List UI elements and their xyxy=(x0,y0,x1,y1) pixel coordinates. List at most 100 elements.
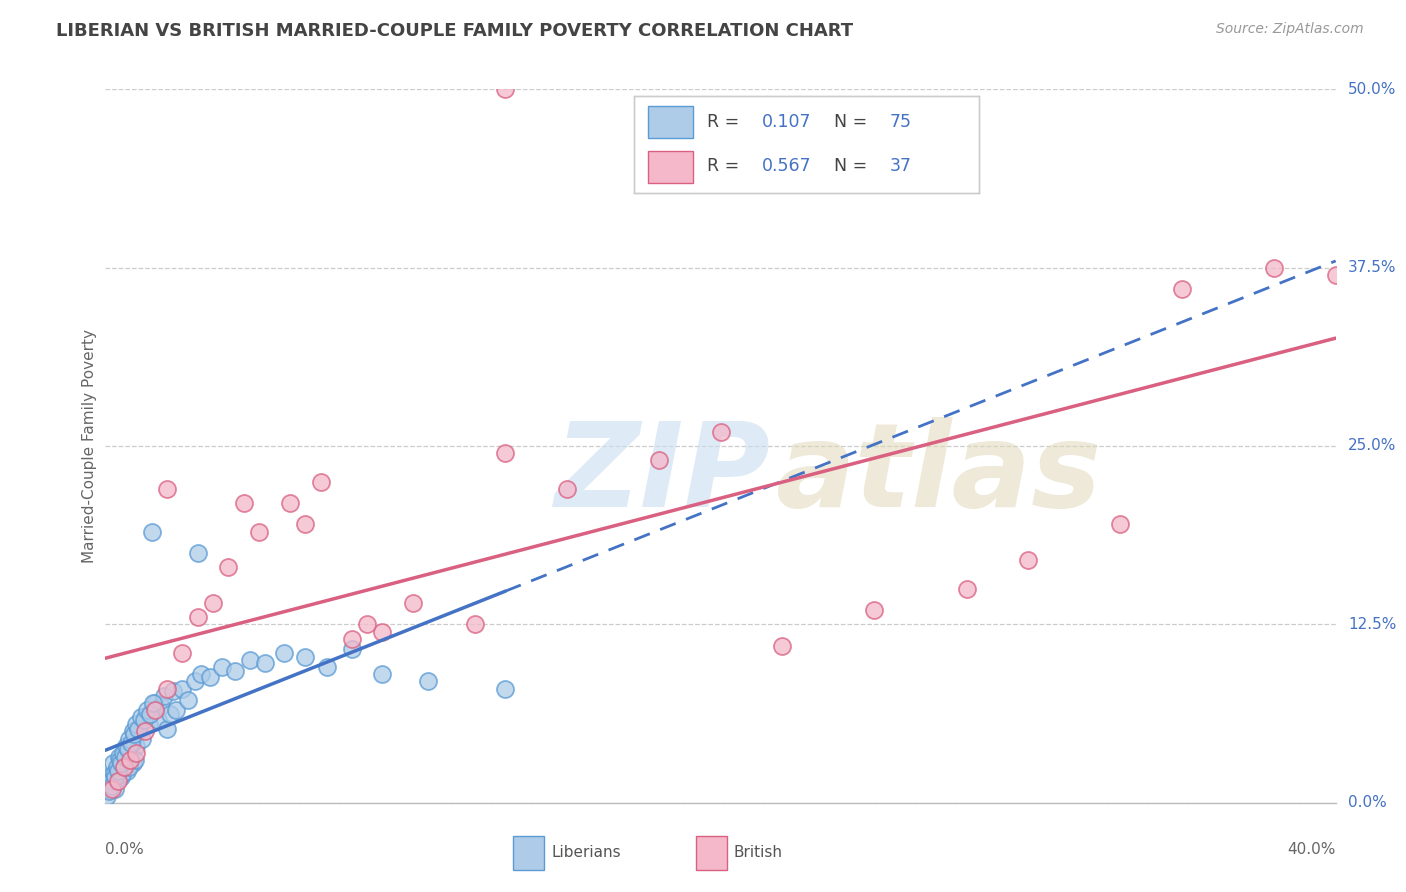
Point xyxy=(134,710,156,724)
Point xyxy=(555,482,578,496)
Point xyxy=(125,746,148,760)
Point xyxy=(177,693,200,707)
Point xyxy=(122,727,145,741)
Y-axis label: Married-Couple Family Poverty: Married-Couple Family Poverty xyxy=(82,329,97,563)
Point xyxy=(128,724,150,739)
Point xyxy=(143,703,166,717)
Point xyxy=(156,681,179,696)
Point xyxy=(120,736,142,750)
Point xyxy=(278,496,301,510)
Point xyxy=(117,741,139,756)
Point xyxy=(132,713,155,727)
Point xyxy=(136,703,159,717)
Point xyxy=(138,717,160,731)
Point xyxy=(294,650,316,665)
Point xyxy=(146,713,169,727)
Point xyxy=(159,707,181,722)
Text: Liberians: Liberians xyxy=(551,846,621,860)
Point xyxy=(143,696,166,710)
Point xyxy=(254,656,277,670)
Point xyxy=(121,736,143,750)
Point xyxy=(96,789,118,803)
Point xyxy=(107,764,129,779)
Point xyxy=(105,760,128,774)
Point xyxy=(141,703,163,717)
Text: Source: ZipAtlas.com: Source: ZipAtlas.com xyxy=(1216,22,1364,37)
Point xyxy=(183,674,205,689)
Point xyxy=(371,624,394,639)
Point xyxy=(112,746,135,760)
Point xyxy=(124,717,146,731)
Point xyxy=(107,774,129,789)
Point xyxy=(122,756,145,770)
Point xyxy=(101,756,124,770)
Point xyxy=(105,774,128,789)
Point xyxy=(110,770,132,784)
Point xyxy=(115,764,138,779)
Point xyxy=(187,610,209,624)
Text: LIBERIAN VS BRITISH MARRIED-COUPLE FAMILY POVERTY CORRELATION CHART: LIBERIAN VS BRITISH MARRIED-COUPLE FAMIL… xyxy=(56,22,853,40)
Point xyxy=(131,731,153,746)
Point xyxy=(224,665,246,679)
Point xyxy=(156,722,179,736)
Point xyxy=(100,781,122,796)
Text: 25.0%: 25.0% xyxy=(1348,439,1396,453)
Text: 40.0%: 40.0% xyxy=(1288,842,1336,857)
Point xyxy=(107,760,129,774)
Text: atlas: atlas xyxy=(776,417,1102,532)
Point xyxy=(190,667,212,681)
Point xyxy=(232,496,254,510)
Point xyxy=(149,698,172,713)
Point xyxy=(956,582,979,596)
Point xyxy=(101,779,124,793)
Point xyxy=(770,639,793,653)
Point xyxy=(294,517,316,532)
Point xyxy=(172,646,194,660)
Point xyxy=(127,722,149,736)
Point xyxy=(117,760,139,774)
Point xyxy=(134,724,156,739)
Point xyxy=(356,617,378,632)
Point xyxy=(112,753,135,767)
Point xyxy=(120,753,141,767)
Text: ZIP: ZIP xyxy=(554,417,770,532)
Point xyxy=(340,641,363,656)
Point xyxy=(1017,553,1039,567)
Point xyxy=(114,741,136,756)
Text: British: British xyxy=(734,846,783,860)
Point xyxy=(494,446,516,460)
Point xyxy=(218,560,240,574)
Point xyxy=(129,710,152,724)
Point xyxy=(648,453,671,467)
Point xyxy=(162,684,184,698)
Point xyxy=(494,681,516,696)
Point xyxy=(110,756,132,770)
Point xyxy=(98,784,121,798)
Point xyxy=(247,524,270,539)
Point xyxy=(142,696,165,710)
Point xyxy=(115,739,138,753)
Point xyxy=(141,524,163,539)
Point xyxy=(1263,260,1285,275)
Point xyxy=(108,750,131,764)
Point xyxy=(1109,517,1132,532)
Point xyxy=(863,603,886,617)
Point xyxy=(100,774,122,789)
Text: 37.5%: 37.5% xyxy=(1348,260,1396,275)
Point xyxy=(273,646,295,660)
Point xyxy=(202,596,225,610)
Point xyxy=(1171,282,1194,296)
Point xyxy=(1324,268,1347,282)
Point xyxy=(239,653,262,667)
Point xyxy=(198,670,221,684)
Point xyxy=(114,750,136,764)
Point xyxy=(211,660,233,674)
Point xyxy=(172,681,194,696)
Point xyxy=(103,767,125,781)
Point xyxy=(371,667,394,681)
Point xyxy=(97,781,120,796)
Point xyxy=(124,753,146,767)
Point xyxy=(494,82,516,96)
Point xyxy=(97,774,120,789)
Point xyxy=(110,753,132,767)
